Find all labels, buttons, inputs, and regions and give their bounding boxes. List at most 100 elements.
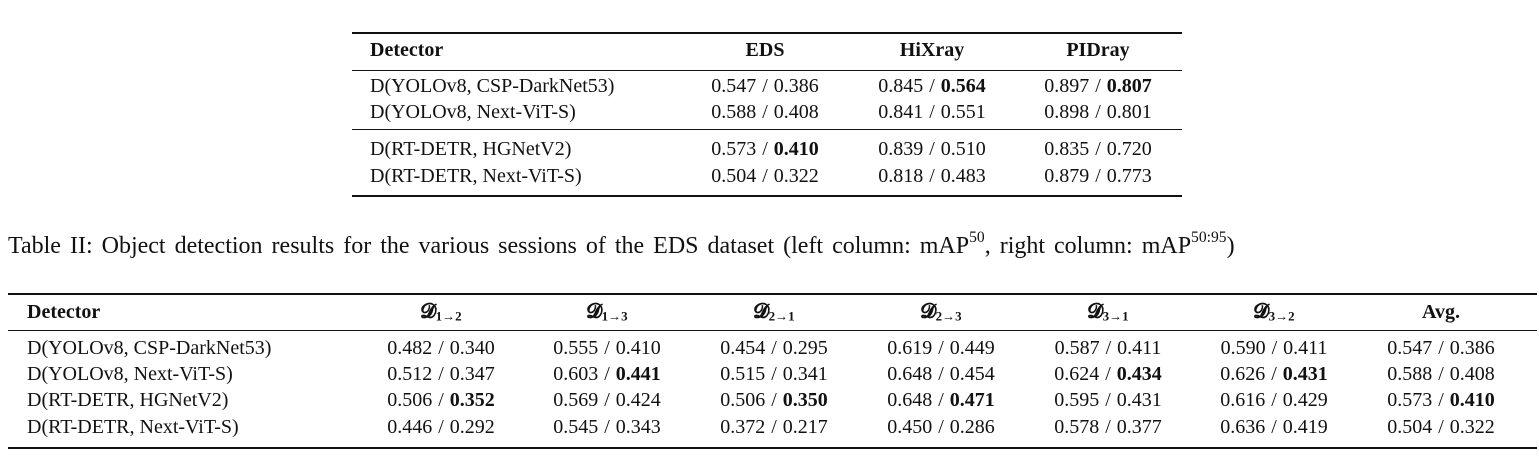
header-symbol: 𝓓 (1087, 300, 1103, 323)
table-cell: 0.616/0.429 (1220, 390, 1328, 410)
header-subscript: 2→3 (935, 308, 962, 324)
table-cell: 0.845/0.564 (878, 76, 986, 96)
row-label: D(RT-DETR, Next-ViT-S) (370, 165, 582, 187)
cell-value: 0.626 (1220, 363, 1266, 385)
table-cell: 0.446/0.292 (387, 417, 495, 437)
cell-value: 0.619 (887, 337, 933, 359)
column-header: 𝓓3→2 (1253, 301, 1294, 322)
table-cell: 0.648/0.471 (887, 390, 995, 410)
table-cell: 0.897/0.807 (1044, 76, 1152, 96)
rule (352, 129, 1182, 131)
table-cell: 0.372/0.217 (720, 417, 828, 437)
cell-value: 0.515 (720, 363, 766, 385)
column-header: Avg. (1422, 301, 1460, 323)
header-symbol: 𝓓 (1253, 300, 1269, 323)
column-header: 𝓓1→2 (420, 301, 461, 322)
separator: / (604, 363, 610, 385)
separator: / (1095, 75, 1101, 97)
separator: / (1095, 165, 1101, 187)
column-header: 𝓓3→1 (1087, 301, 1128, 322)
separator: / (438, 337, 444, 359)
cell-value: 0.431 (1116, 389, 1162, 411)
separator: / (1271, 363, 1277, 385)
separator: / (604, 416, 610, 438)
separator: / (1438, 363, 1444, 385)
caption-text: , right column: mAP (984, 233, 1192, 259)
cell-value: 0.504 (1387, 416, 1433, 438)
cell-value: 0.773 (1106, 165, 1152, 187)
rule (8, 447, 1537, 449)
separator: / (929, 165, 935, 187)
header-subscript: 3→1 (1102, 308, 1129, 324)
separator: / (604, 389, 610, 411)
cell-value: 0.217 (782, 416, 828, 438)
separator: / (1095, 101, 1101, 123)
separator: / (762, 138, 768, 160)
separator: / (438, 416, 444, 438)
cell-value: 0.449 (949, 337, 995, 359)
cell-value: 0.410 (773, 138, 819, 160)
cell-value: 0.434 (1116, 363, 1162, 385)
header-symbol: 𝓓 (920, 300, 936, 323)
caption-text: Table II: Object detection results for t… (8, 233, 970, 259)
table-cell: 0.841/0.551 (878, 102, 986, 122)
cell-value: 0.841 (878, 101, 924, 123)
cell-value: 0.424 (615, 389, 661, 411)
cell-value: 0.588 (711, 101, 757, 123)
separator: / (1438, 416, 1444, 438)
cell-value: 0.377 (1116, 416, 1162, 438)
cell-value: 0.341 (782, 363, 828, 385)
cell-value: 0.352 (449, 389, 495, 411)
cell-value: 0.410 (615, 337, 661, 359)
column-header: HiXray (899, 39, 965, 61)
separator: / (438, 363, 444, 385)
cell-value: 0.419 (1282, 416, 1328, 438)
column-header: PIDray (1066, 39, 1130, 61)
separator: / (929, 101, 935, 123)
cell-value: 0.839 (878, 138, 924, 160)
header-symbol: 𝓓 (753, 300, 769, 323)
separator: / (1105, 363, 1111, 385)
cell-value: 0.386 (1449, 337, 1495, 359)
column-header: Detector (370, 39, 444, 61)
cell-value: 0.897 (1044, 75, 1090, 97)
superscript: 50:95 (1191, 229, 1227, 247)
cell-value: 0.898 (1044, 101, 1090, 123)
cell-value: 0.431 (1282, 363, 1328, 385)
row-label: D(YOLOv8, Next-ViT-S) (370, 101, 576, 123)
cell-value: 0.504 (711, 165, 757, 187)
cell-value: 0.454 (949, 363, 995, 385)
table-cell: 0.555/0.410 (553, 338, 661, 358)
cell-value: 0.482 (387, 337, 433, 359)
cell-value: 0.347 (449, 363, 495, 385)
separator: / (938, 337, 944, 359)
column-header: EDS (745, 39, 785, 61)
separator: / (1105, 389, 1111, 411)
table-cell: 0.569/0.424 (553, 390, 661, 410)
rule (352, 32, 1182, 34)
separator: / (929, 75, 935, 97)
table-cell: 0.879/0.773 (1044, 166, 1152, 186)
table-cell: 0.547/0.386 (1387, 338, 1495, 358)
table-cell: 0.573/0.410 (1387, 390, 1495, 410)
cell-value: 0.573 (1387, 389, 1433, 411)
separator: / (771, 337, 777, 359)
row-label: D(RT-DETR, HGNetV2) (27, 389, 229, 411)
cell-value: 0.429 (1282, 389, 1328, 411)
cell-value: 0.807 (1106, 75, 1152, 97)
table-cell: 0.587/0.411 (1055, 338, 1162, 358)
cell-value: 0.322 (1449, 416, 1495, 438)
separator: / (771, 363, 777, 385)
header-subscript: 1→2 (435, 308, 462, 324)
separator: / (938, 363, 944, 385)
cell-value: 0.386 (773, 75, 819, 97)
table-cell: 0.545/0.343 (553, 417, 661, 437)
row-label: D(RT-DETR, Next-ViT-S) (27, 416, 239, 438)
cell-value: 0.510 (940, 138, 986, 160)
column-header: 𝓓2→3 (920, 301, 961, 322)
separator: / (1271, 337, 1278, 359)
column-header: 𝓓2→1 (753, 301, 794, 322)
cell-value: 0.564 (940, 75, 986, 97)
cell-value: 0.648 (887, 363, 933, 385)
